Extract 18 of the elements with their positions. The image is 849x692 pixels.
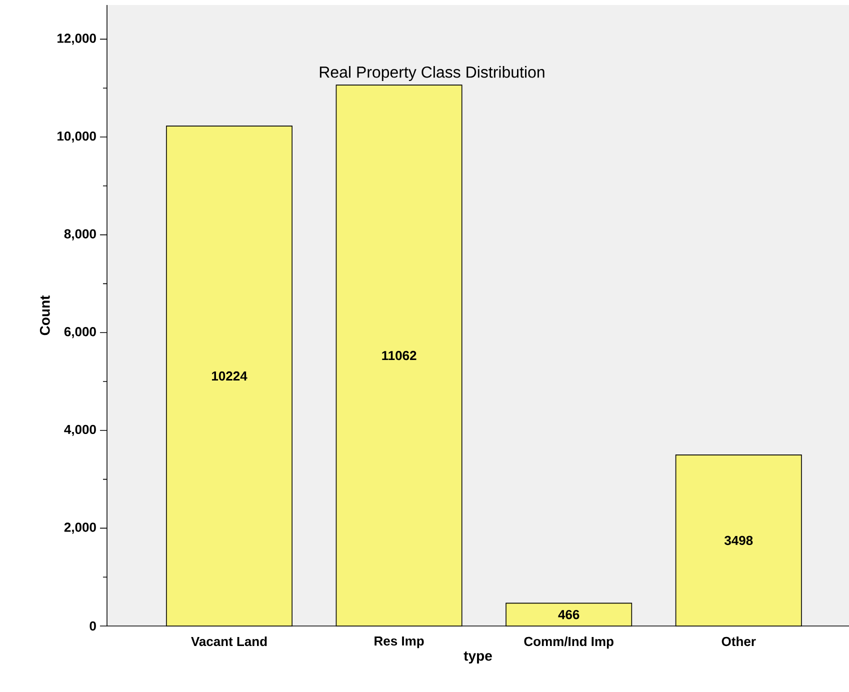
y-tick-label: 0 <box>90 621 96 631</box>
y-axis-title: Count <box>40 295 50 336</box>
text: Real Property Class Distribution <box>320 66 544 81</box>
y-tick-label: 10,000 <box>58 131 96 143</box>
y-tick-label: 6,000 <box>64 327 96 338</box>
data-label: 466 <box>558 610 580 620</box>
data-label: 11062 <box>382 350 416 360</box>
y-tick-label: 4,000 <box>64 424 96 436</box>
x-tick-label: Other <box>722 636 756 646</box>
x-axis-title: type <box>464 651 492 664</box>
x-tick-label: Comm/Ind Imp <box>524 636 614 649</box>
y-tick-label: 8,000 <box>64 229 96 240</box>
data-label: 10224 <box>212 371 248 381</box>
data-label: 3498 <box>724 536 753 546</box>
x-tick-label: Res Imp <box>374 636 424 648</box>
y-tick-label: 2,000 <box>64 522 96 534</box>
y-tick-label: 12,000 <box>58 34 96 45</box>
x-tick-label: Vacant Land <box>191 636 267 646</box>
